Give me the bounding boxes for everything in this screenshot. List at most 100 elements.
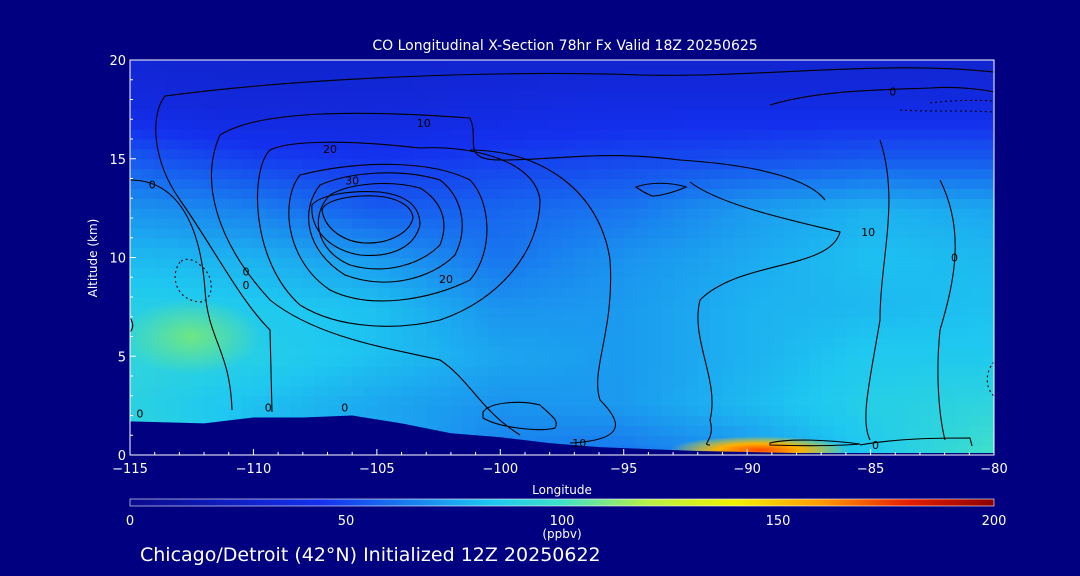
field-cell bbox=[204, 168, 217, 180]
field-cell bbox=[364, 376, 378, 387]
field-cell bbox=[685, 356, 699, 367]
field-cell bbox=[882, 188, 896, 199]
field-cell bbox=[438, 267, 452, 278]
field-cell bbox=[710, 277, 724, 288]
field-cell bbox=[895, 198, 909, 209]
field-cell bbox=[673, 336, 687, 347]
field-cell bbox=[574, 158, 588, 170]
field-cell bbox=[487, 237, 501, 249]
field-cell bbox=[228, 109, 242, 120]
field-cell bbox=[611, 168, 625, 180]
field-cell bbox=[808, 405, 822, 417]
field-cell bbox=[512, 148, 526, 160]
field-cell bbox=[463, 218, 477, 229]
field-cell bbox=[845, 198, 859, 209]
field-cell bbox=[562, 435, 575, 446]
field-cell bbox=[821, 267, 835, 278]
field-cell bbox=[179, 109, 193, 120]
field-cell bbox=[599, 89, 612, 101]
field-cell bbox=[796, 237, 810, 249]
field-cell bbox=[956, 60, 970, 71]
field-cell bbox=[821, 326, 835, 338]
field-cell bbox=[413, 148, 427, 160]
field-cell bbox=[710, 415, 724, 426]
field-cell bbox=[191, 69, 205, 81]
field-cell bbox=[413, 129, 427, 140]
field-cell bbox=[315, 218, 329, 229]
field-cell bbox=[771, 326, 785, 338]
field-cell bbox=[710, 257, 724, 268]
field-cell bbox=[290, 109, 304, 120]
field-cell bbox=[339, 385, 353, 397]
field-cell bbox=[636, 168, 649, 180]
field-cell bbox=[697, 326, 711, 338]
field-cell bbox=[845, 267, 859, 278]
field-cell bbox=[636, 316, 649, 328]
field-cell bbox=[759, 109, 773, 120]
field-cell bbox=[524, 257, 538, 268]
field-cell bbox=[784, 208, 798, 219]
field-cell bbox=[290, 247, 304, 259]
field-cell bbox=[944, 227, 958, 239]
field-cell bbox=[685, 366, 699, 377]
field-cell bbox=[401, 119, 415, 130]
field-cell bbox=[611, 415, 625, 426]
field-cell bbox=[956, 158, 970, 170]
field-cell bbox=[611, 326, 625, 338]
field-cell bbox=[253, 79, 267, 91]
field-cell bbox=[981, 395, 994, 407]
field-cell bbox=[253, 277, 267, 288]
field-cell bbox=[623, 405, 637, 417]
field-cell bbox=[722, 405, 736, 417]
field-cell bbox=[710, 366, 724, 377]
field-cell bbox=[278, 208, 292, 219]
field-cell bbox=[623, 326, 637, 338]
field-cell bbox=[882, 405, 896, 417]
field-cell bbox=[747, 208, 761, 219]
field-cell bbox=[376, 346, 390, 357]
field-cell bbox=[821, 336, 835, 347]
y-tick-label: 0 bbox=[118, 449, 126, 464]
field-cell bbox=[759, 119, 773, 130]
field-cell bbox=[747, 198, 761, 209]
field-cell bbox=[845, 119, 859, 130]
field-cell bbox=[290, 129, 304, 140]
field-cell bbox=[660, 395, 674, 407]
field-cell bbox=[944, 89, 958, 101]
field-cell bbox=[290, 267, 304, 278]
field-cell bbox=[302, 139, 316, 150]
field-cell bbox=[401, 99, 415, 110]
field-cell bbox=[710, 297, 724, 308]
field-cell bbox=[327, 129, 341, 140]
field-cell bbox=[253, 99, 267, 110]
field-cell bbox=[636, 119, 649, 130]
field-cell bbox=[463, 158, 477, 170]
field-cell bbox=[475, 356, 489, 367]
field-cell bbox=[907, 178, 921, 189]
field-cell bbox=[808, 297, 822, 308]
field-cell bbox=[241, 227, 255, 239]
field-cell bbox=[537, 178, 551, 189]
field-cell bbox=[722, 336, 736, 347]
field-cell bbox=[253, 366, 267, 377]
field-cell bbox=[142, 366, 156, 377]
field-cell bbox=[228, 385, 242, 397]
field-cell bbox=[697, 119, 711, 130]
field-cell bbox=[228, 198, 242, 209]
field-cell bbox=[808, 158, 822, 170]
field-cell bbox=[623, 237, 637, 249]
field-cell bbox=[771, 227, 785, 239]
field-cell bbox=[327, 267, 341, 278]
field-cell bbox=[697, 385, 711, 397]
field-cell bbox=[858, 435, 872, 446]
field-cell bbox=[697, 208, 711, 219]
field-cell bbox=[364, 218, 378, 229]
field-cell bbox=[821, 119, 835, 130]
field-cell bbox=[685, 188, 699, 199]
field-cell bbox=[673, 425, 687, 436]
field-cell bbox=[697, 306, 711, 318]
field-cell bbox=[463, 287, 477, 298]
field-cell bbox=[796, 188, 810, 199]
field-cell bbox=[302, 405, 316, 417]
field-cell bbox=[981, 79, 994, 91]
